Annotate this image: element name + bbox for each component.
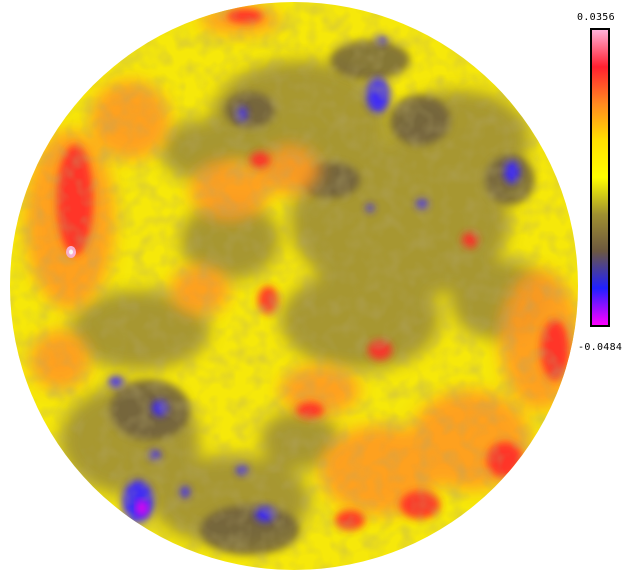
colorbar-max-label: 0.0356 [577,12,615,23]
colorbar-min-label: -0.0484 [578,342,622,353]
colorbar [590,28,610,327]
